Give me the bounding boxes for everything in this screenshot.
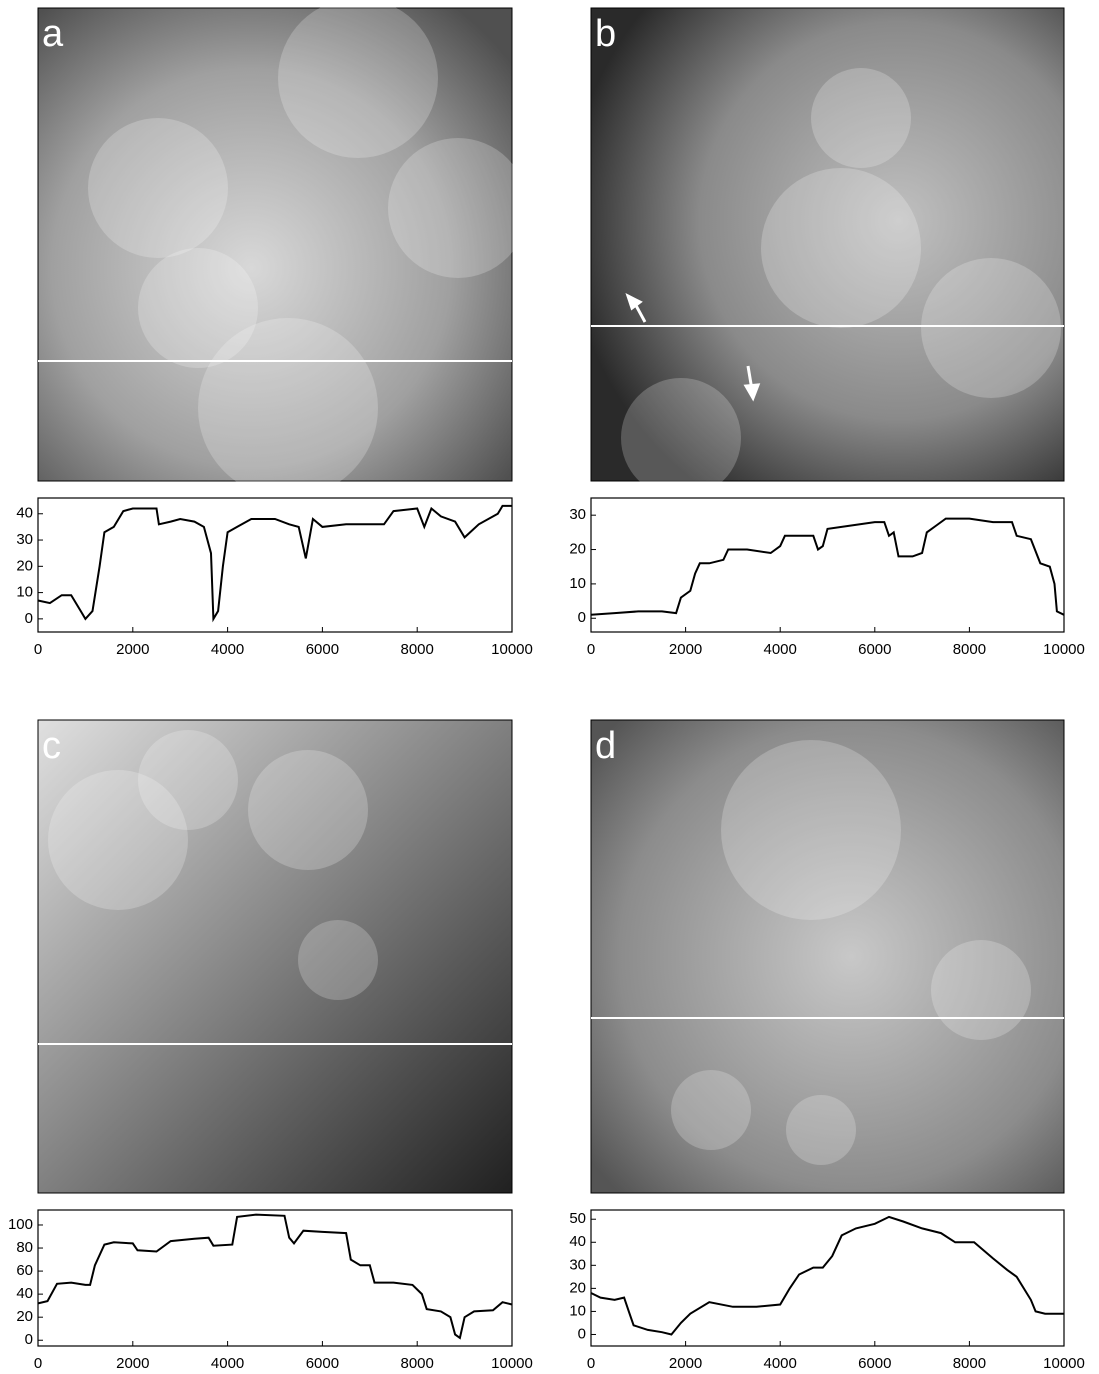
y-tick-label: 10 — [16, 584, 33, 601]
x-tick-label: 6000 — [306, 1355, 339, 1372]
plot-frame — [590, 1209, 1065, 1347]
x-tick-label: 8000 — [953, 1355, 986, 1372]
grain — [388, 138, 528, 278]
x-tick-label: 10000 — [491, 1355, 533, 1372]
x-tick-label: 6000 — [858, 641, 891, 658]
x-tick-label: 2000 — [116, 1355, 149, 1372]
grain — [621, 378, 741, 498]
x-tick-label: 6000 — [858, 1355, 891, 1372]
panel-label: b — [595, 13, 616, 55]
y-tick-label: 10 — [569, 575, 586, 592]
grain — [786, 1095, 856, 1165]
x-tick-label: 0 — [34, 641, 42, 658]
y-tick-label: 10 — [569, 1302, 586, 1319]
afm-image — [590, 7, 1065, 482]
y-tick-label: 20 — [16, 1308, 33, 1325]
y-tick-label: 30 — [16, 531, 33, 548]
grain — [88, 118, 228, 258]
y-tick-label: 0 — [578, 1325, 586, 1342]
panel-label: a — [42, 13, 64, 55]
plot-frame — [37, 497, 513, 633]
profile-line — [37, 504, 512, 623]
grain — [721, 740, 901, 920]
x-tick-label: 4000 — [764, 641, 797, 658]
x-tick-label: 0 — [587, 1355, 595, 1372]
x-tick-label: 8000 — [401, 641, 434, 658]
grain — [48, 770, 188, 910]
plot-frame — [37, 1209, 513, 1347]
arrow — [625, 293, 647, 323]
y-tick-label: 0 — [25, 610, 33, 627]
grain — [931, 940, 1031, 1040]
y-tick-label: 30 — [569, 1256, 586, 1273]
y-tick-label: 40 — [16, 505, 33, 522]
grain — [811, 68, 911, 168]
x-tick-label: 10000 — [1043, 1355, 1085, 1372]
grain — [298, 920, 378, 1000]
arrow — [743, 365, 761, 402]
x-tick-label: 4000 — [211, 1355, 244, 1372]
profile-line — [590, 1215, 1064, 1336]
x-tick-label: 4000 — [764, 1355, 797, 1372]
afm-image — [590, 719, 1065, 1194]
y-tick-label: 0 — [578, 609, 586, 626]
profile-line — [37, 1213, 513, 1340]
x-tick-label: 4000 — [211, 641, 244, 658]
x-tick-label: 8000 — [401, 1355, 434, 1372]
plot-frame — [590, 497, 1065, 633]
afm-image — [37, 719, 513, 1194]
grain — [248, 750, 368, 870]
x-tick-label: 2000 — [669, 641, 702, 658]
y-tick-label: 50 — [569, 1210, 586, 1227]
x-tick-label: 10000 — [1043, 641, 1085, 658]
grain — [761, 168, 921, 328]
x-tick-label: 10000 — [491, 641, 533, 658]
y-tick-label: 100 — [8, 1216, 33, 1233]
x-tick-label: 2000 — [669, 1355, 702, 1372]
grain — [671, 1070, 751, 1150]
grain — [278, 0, 438, 158]
panel-label: c — [42, 725, 61, 767]
y-tick-label: 60 — [16, 1262, 33, 1279]
grain — [198, 318, 378, 498]
profile-line — [590, 517, 1065, 616]
x-tick-label: 2000 — [116, 641, 149, 658]
y-tick-label: 40 — [569, 1233, 586, 1250]
grain — [921, 258, 1061, 398]
y-tick-label: 40 — [16, 1285, 33, 1302]
panel-label: d — [595, 725, 616, 767]
y-tick-label: 0 — [25, 1331, 33, 1348]
grain — [138, 248, 258, 368]
y-tick-label: 30 — [569, 506, 586, 523]
y-tick-label: 20 — [16, 557, 33, 574]
x-tick-label: 6000 — [306, 641, 339, 658]
afm-image — [37, 7, 513, 482]
y-tick-label: 20 — [569, 1279, 586, 1296]
x-tick-label: 0 — [34, 1355, 42, 1372]
x-tick-label: 8000 — [953, 641, 986, 658]
grain — [138, 730, 238, 830]
y-tick-label: 80 — [16, 1239, 33, 1256]
y-tick-label: 20 — [569, 541, 586, 558]
x-tick-label: 0 — [587, 641, 595, 658]
